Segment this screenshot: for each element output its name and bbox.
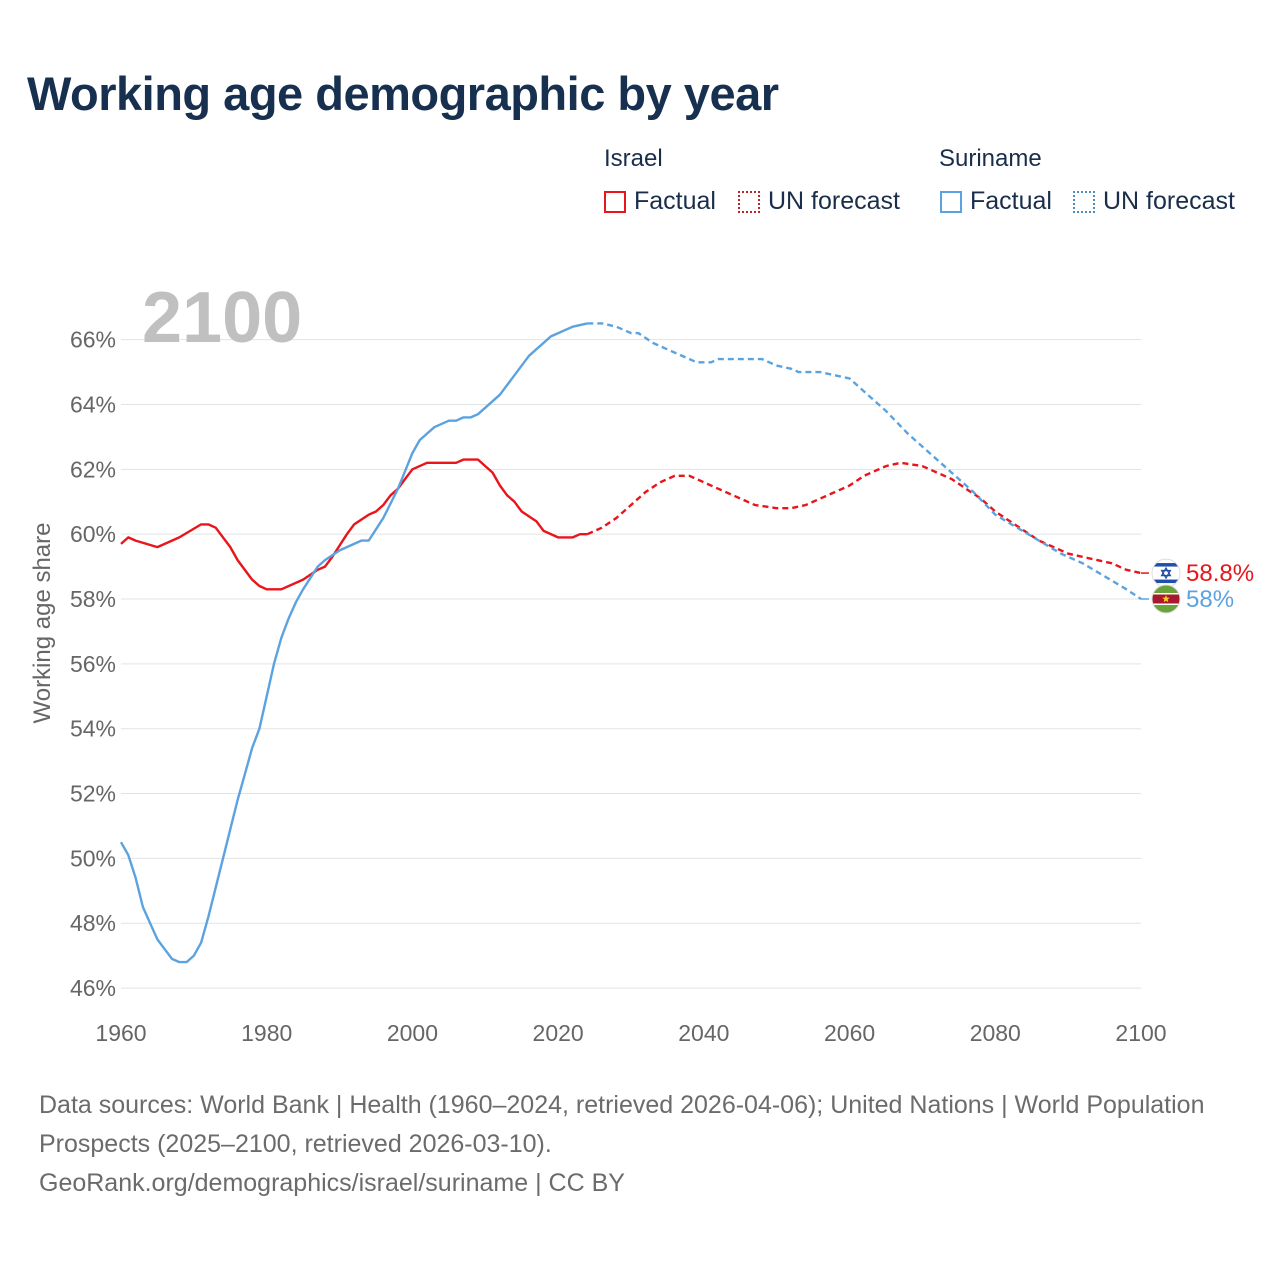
y-tick-label: 46% (70, 975, 116, 1001)
end-labels: 58.8%58% (1141, 558, 1254, 614)
x-axis-ticks: 1960 1980 2000 2020 2040 2060 2080 2100 (95, 1020, 1166, 1046)
series-lines (119, 322, 1142, 964)
y-axis-label: Working age share (29, 523, 56, 724)
y-tick-label: 62% (70, 456, 116, 482)
line-chart: 46%48%50%52%54%56%58%60%62%64%66% 1960 19… (29, 278, 1254, 1046)
end-label-suriname: 58% (1186, 586, 1234, 613)
y-tick-label: 60% (70, 521, 116, 547)
legend-swatch-israel-forecast (738, 190, 760, 213)
legend-swatch-suriname-forecast (1073, 190, 1095, 213)
x-tick-label: 2040 (678, 1020, 729, 1046)
chart-title: Working age demographic by year (27, 67, 779, 120)
y-axis-ticks: 46% 48% 50% 52% 54% 56% 58% 60% 62% 64% 66% (70, 327, 116, 1001)
y-tick-label: 52% (70, 781, 116, 807)
x-tick-label: 2000 (387, 1020, 438, 1046)
legend-label-suriname-factual: Factual (970, 187, 1052, 215)
series-line-israel-forecast[interactable] (586, 461, 1142, 575)
x-tick-label: 2100 (1115, 1020, 1166, 1046)
y-tick-label: 58% (70, 586, 116, 612)
y-tick-label: 64% (70, 391, 116, 417)
legend-title-suriname: Suriname (939, 145, 1042, 172)
gridlines (121, 339, 1141, 989)
x-tick-label: 1980 (241, 1020, 292, 1046)
legend-israel-forecast[interactable]: UN forecast (738, 187, 900, 216)
x-tick-label: 2020 (533, 1020, 584, 1046)
israel-flag-icon (1151, 558, 1181, 588)
legend-suriname-factual[interactable]: Factual (940, 187, 1052, 216)
end-label-israel: 58.8% (1186, 560, 1254, 587)
legend-title-israel: Israel (604, 145, 663, 172)
legend-israel-factual[interactable]: Factual (604, 187, 716, 216)
series-line-suriname-factual[interactable] (119, 322, 588, 964)
y-tick-label: 56% (70, 651, 116, 677)
footer-sources: Data sources: World Bank | Health (1960–… (39, 1091, 1205, 1158)
year-watermark: 2100 (142, 278, 302, 358)
legend-swatch-suriname-factual (940, 190, 962, 213)
series-line-suriname-forecast[interactable] (587, 322, 1142, 600)
footer-attribution[interactable]: GeoRank.org/demographics/israel/suriname… (39, 1169, 625, 1197)
y-tick-label: 54% (70, 716, 116, 742)
legend-label-israel-forecast: UN forecast (768, 187, 900, 215)
footer: Data sources: World Bank | Health (1960–… (39, 1086, 1239, 1203)
y-tick-label: 66% (70, 327, 116, 353)
y-tick-label: 50% (70, 845, 116, 871)
y-tick-label: 48% (70, 910, 116, 936)
legend-label-israel-factual: Factual (634, 187, 716, 215)
legend-suriname-forecast[interactable]: UN forecast (1073, 187, 1235, 216)
legend-swatch-israel-factual (604, 190, 626, 213)
suriname-flag-icon (1151, 584, 1181, 614)
x-tick-label: 1960 (95, 1020, 146, 1046)
x-tick-label: 2080 (970, 1020, 1021, 1046)
x-tick-label: 2060 (824, 1020, 875, 1046)
legend-label-suriname-forecast: UN forecast (1103, 187, 1235, 215)
series-line-israel-factual[interactable] (120, 458, 588, 591)
